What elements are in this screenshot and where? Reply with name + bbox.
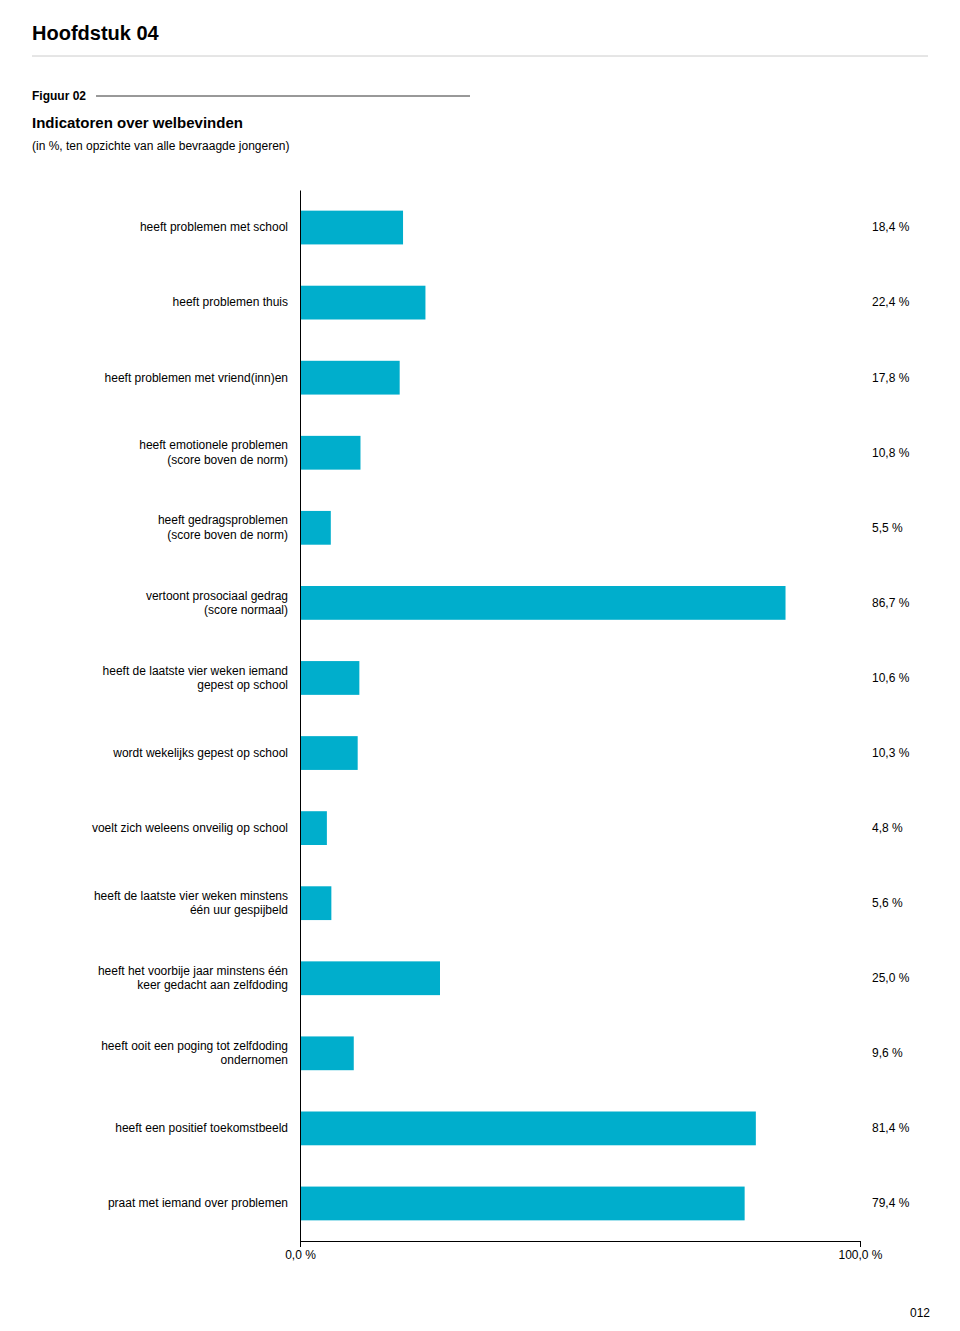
y-tick: heeft de laatste vier weken minstenséén … bbox=[94, 889, 288, 917]
category-label-line: vertoont prosociaal gedrag bbox=[146, 589, 288, 603]
y-tick: heeft emotionele problemen(score boven d… bbox=[139, 438, 288, 466]
y-tick: wordt wekelijks gepest op school bbox=[112, 746, 288, 760]
bar bbox=[300, 1187, 745, 1221]
value-label: 4,8 % bbox=[872, 821, 903, 835]
y-tick: heeft ooit een poging tot zelfdodingonde… bbox=[101, 1039, 288, 1067]
category-label-line: wordt wekelijks gepest op school bbox=[112, 746, 288, 760]
bar bbox=[300, 886, 331, 920]
title: Indicatoren over welbevinden bbox=[32, 114, 243, 131]
category-label-line: heeft ooit een poging tot zelfdoding bbox=[101, 1039, 288, 1053]
x-tick-mark bbox=[300, 1241, 301, 1247]
y-tick: heeft problemen met school bbox=[140, 220, 288, 234]
category-label-line: heeft problemen thuis bbox=[173, 295, 288, 309]
value-label: 10,6 % bbox=[872, 671, 910, 685]
category-label-line: één uur gespijbeld bbox=[190, 903, 288, 917]
y-tick: heeft problemen thuis bbox=[173, 295, 288, 309]
bar bbox=[300, 436, 360, 470]
value-label: 5,6 % bbox=[872, 896, 903, 910]
bar bbox=[300, 961, 440, 995]
category-label: heeft gedragsproblemen(score boven de no… bbox=[158, 513, 288, 541]
category-label: heeft problemen met school bbox=[140, 220, 288, 234]
x-tick-label: 100,0 % bbox=[838, 1248, 882, 1262]
category-label: heeft ooit een poging tot zelfdodingonde… bbox=[101, 1039, 288, 1067]
category-label-line: (score boven de norm) bbox=[167, 453, 288, 467]
y-tick: heeft de laatste vier weken iemandgepest… bbox=[103, 664, 288, 692]
bars bbox=[300, 211, 786, 1221]
chart: Hoofdstuk 04 Figuur 02 Indicatoren over we… bbox=[0, 0, 960, 1331]
value-label: 10,3 % bbox=[872, 746, 910, 760]
y-tick: voelt zich weleens onveilig op school bbox=[92, 821, 288, 835]
bar bbox=[300, 661, 359, 695]
bar bbox=[300, 1112, 756, 1146]
chapter-header: Hoofdstuk 04 bbox=[32, 22, 160, 44]
bar bbox=[300, 736, 358, 770]
bar bbox=[300, 1036, 354, 1070]
category-label-line: heeft de laatste vier weken minstens bbox=[94, 889, 288, 903]
y-tick: vertoont prosociaal gedrag(score normaal… bbox=[146, 589, 288, 617]
x-axis: 0,0 % 100,0 % bbox=[285, 1241, 883, 1262]
category-label-line: praat met iemand over problemen bbox=[108, 1196, 288, 1210]
category-label: heeft problemen thuis bbox=[173, 295, 288, 309]
category-label-line: heeft de laatste vier weken iemand bbox=[103, 664, 288, 678]
x-tick: 100,0 % bbox=[838, 1241, 882, 1262]
category-label: heeft het voorbije jaar minstens éénkeer… bbox=[98, 964, 288, 992]
category-label: heeft de laatste vier weken minstenséén … bbox=[94, 889, 288, 917]
category-label: heeft de laatste vier weken iemandgepest… bbox=[103, 664, 288, 692]
y-tick: heeft problemen met vriend(inn)en bbox=[105, 371, 288, 385]
category-label: praat met iemand over problemen bbox=[108, 1196, 288, 1210]
x-tick-label: 0,0 % bbox=[285, 1248, 316, 1262]
category-label-line: heeft het voorbije jaar minstens één bbox=[98, 964, 288, 978]
category-label-line: voelt zich weleens onveilig op school bbox=[92, 821, 288, 835]
bar bbox=[300, 211, 403, 245]
value-label: 81,4 % bbox=[872, 1121, 910, 1135]
category-label-line: heeft gedragsproblemen bbox=[158, 513, 288, 527]
value-label: 18,4 % bbox=[872, 220, 910, 234]
y-tick: heeft een positief toekomstbeeld bbox=[115, 1121, 288, 1135]
figure-label: Figuur 02 bbox=[32, 89, 86, 103]
category-label-line: (score normaal) bbox=[204, 603, 288, 617]
category-label-line: keer gedacht aan zelfdoding bbox=[137, 978, 288, 992]
value-label: 25,0 % bbox=[872, 971, 910, 985]
value-label: 86,7 % bbox=[872, 596, 910, 610]
value-label: 5,5 % bbox=[872, 521, 903, 535]
y-tick: heeft het voorbije jaar minstens éénkeer… bbox=[98, 964, 288, 992]
page-number: 012 bbox=[910, 1306, 930, 1320]
category-label-line: heeft een positief toekomstbeeld bbox=[115, 1121, 288, 1135]
x-tick: 0,0 % bbox=[285, 1241, 316, 1262]
bar bbox=[300, 361, 400, 395]
value-labels: 18,4 % 22,4 % 17,8 % 10,8 % 5,5 % 86,7 % 10,6 … bbox=[872, 220, 910, 1210]
y-tick: heeft gedragsproblemen(score boven de no… bbox=[158, 513, 288, 541]
category-label-line: ondernomen bbox=[221, 1053, 288, 1067]
header-rule bbox=[32, 56, 928, 57]
value-label: 17,8 % bbox=[872, 371, 910, 385]
category-label: wordt wekelijks gepest op school bbox=[112, 746, 288, 760]
bar bbox=[300, 511, 331, 545]
category-label: heeft emotionele problemen(score boven d… bbox=[139, 438, 288, 466]
category-label-line: heeft emotionele problemen bbox=[139, 438, 288, 452]
figure-rule bbox=[96, 96, 470, 97]
subtitle: (in %, ten opzichte van alle bevraagde j… bbox=[32, 139, 290, 153]
category-label: vertoont prosociaal gedrag(score normaal… bbox=[146, 589, 288, 617]
y-axis: heeft problemen met school heeft probleme… bbox=[92, 191, 301, 1242]
category-label: heeft problemen met vriend(inn)en bbox=[105, 371, 288, 385]
bar bbox=[300, 286, 425, 320]
y-axis-line bbox=[300, 191, 301, 1242]
category-label-line: gepest op school bbox=[197, 678, 288, 692]
bar bbox=[300, 586, 786, 620]
x-tick-mark bbox=[860, 1241, 861, 1247]
x-axis-line bbox=[301, 1242, 861, 1248]
value-label: 9,6 % bbox=[872, 1046, 903, 1060]
plot: 0,0 %100,0 %heeft problemen met schoolhe… bbox=[92, 191, 910, 1262]
category-label: heeft een positief toekomstbeeld bbox=[115, 1121, 288, 1135]
category-label-line: heeft problemen met vriend(inn)en bbox=[105, 371, 288, 385]
category-label: voelt zich weleens onveilig op school bbox=[92, 821, 288, 835]
bar bbox=[300, 811, 327, 845]
value-label: 22,4 % bbox=[872, 295, 910, 309]
value-label: 79,4 % bbox=[872, 1196, 910, 1210]
category-label-line: (score boven de norm) bbox=[167, 528, 288, 542]
y-tick: praat met iemand over problemen bbox=[108, 1196, 288, 1210]
value-label: 10,8 % bbox=[872, 446, 910, 460]
category-label-line: heeft problemen met school bbox=[140, 220, 288, 234]
